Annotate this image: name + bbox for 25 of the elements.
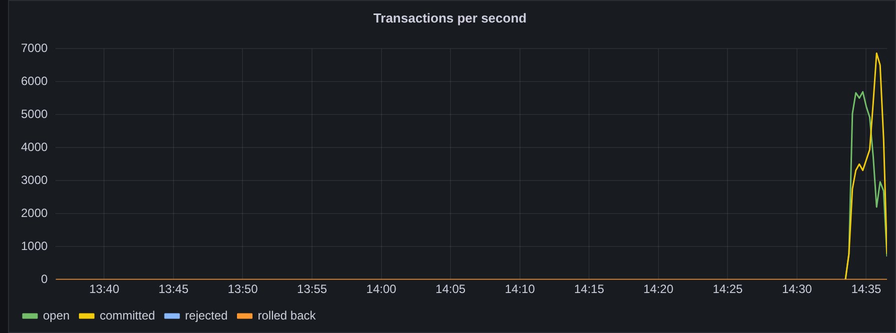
y-tick-label: 4000 xyxy=(20,140,48,154)
x-tick-label: 13:45 xyxy=(158,282,189,296)
y-tick-label: 3000 xyxy=(20,172,48,187)
x-tick-label: 14:05 xyxy=(436,282,466,296)
x-tick-label: 14:30 xyxy=(782,282,812,296)
x-tick-label: 13:40 xyxy=(89,282,120,296)
x-tick-label: 14:20 xyxy=(643,282,674,296)
y-tick-label: 2000 xyxy=(20,206,48,220)
y-tick-label: 7000 xyxy=(20,40,48,55)
y-tick-label: 6000 xyxy=(20,74,48,88)
x-tick-label: 14:35 xyxy=(851,282,882,296)
x-tick-label: 13:55 xyxy=(297,282,328,296)
x-tick-label: 14:25 xyxy=(712,282,744,296)
chart-title: Transactions per second xyxy=(373,10,527,26)
y-tick-label: 1000 xyxy=(20,238,48,253)
x-tick-label: 14:00 xyxy=(366,282,397,296)
x-tick-label: 14:15 xyxy=(574,282,604,296)
x-tick-label: 14:10 xyxy=(504,282,536,296)
y-tick-label: 5000 xyxy=(20,106,48,121)
y-tick-label: 0 xyxy=(41,272,48,286)
legend-label: committed xyxy=(100,308,156,322)
x-tick-label: 13:50 xyxy=(228,282,258,296)
legend-label: rolled back xyxy=(258,308,317,322)
legend-label: rejected xyxy=(185,308,228,322)
legend-label: open xyxy=(43,308,70,322)
